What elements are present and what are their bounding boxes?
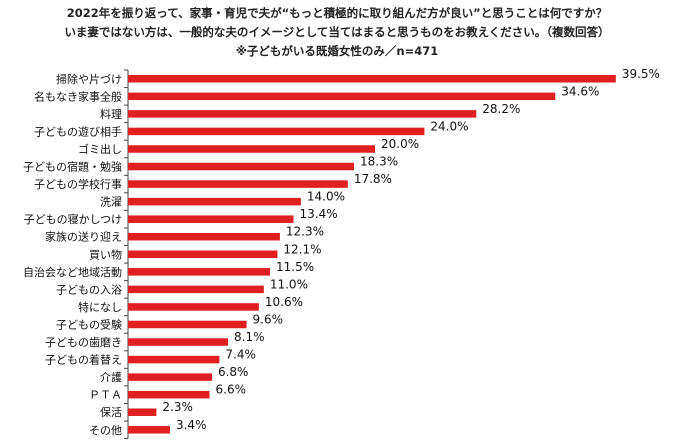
category-label: その他	[89, 424, 122, 437]
bar	[128, 127, 425, 136]
value-label: 14.0%	[307, 190, 345, 204]
bar	[128, 285, 264, 294]
category-label: 子どもの受験	[56, 317, 122, 331]
value-label: 12.1%	[283, 242, 321, 256]
value-label: 6.6%	[216, 383, 247, 397]
value-label: 24.0%	[430, 119, 468, 133]
value-label: 28.2%	[482, 102, 520, 116]
category-label: 洗濯	[100, 196, 122, 209]
value-label: 9.6%	[253, 312, 284, 326]
category-label: 子どもの学校行事	[34, 177, 122, 191]
value-label: 3.4%	[176, 418, 207, 432]
category-label: 家族の送り迎え	[45, 230, 122, 244]
bar	[128, 426, 170, 434]
value-label: 39.5%	[622, 67, 660, 81]
bar	[128, 197, 301, 206]
chart-titles: 2022年を振り返って、家事・育児で夫が“もっと積極的に取り組んだ方が良い”と思…	[0, 4, 674, 61]
value-label: 18.3%	[360, 155, 398, 169]
bar	[128, 320, 247, 329]
category-label: 子どもの寝かしつけ	[24, 212, 122, 226]
category-label: 子どもの入浴	[56, 283, 122, 296]
category-label: 料理	[100, 107, 122, 121]
chart-title-line1: 2022年を振り返って、家事・育児で夫が“もっと積極的に取り組んだ方が良い”と思…	[66, 6, 608, 20]
value-label: 13.4%	[299, 207, 337, 221]
value-label: 17.8%	[354, 172, 392, 186]
category-label: 名もなき家事全般	[34, 89, 122, 103]
category-label: 子どもの歯磨き	[45, 336, 122, 349]
value-label: 11.0%	[270, 277, 308, 291]
category-label: ゴミ出し	[78, 142, 122, 156]
value-label: 11.5%	[276, 260, 314, 274]
bar	[128, 268, 271, 276]
category-label: ＰＴＡ	[89, 389, 122, 402]
bar	[128, 75, 616, 83]
category-label: 子どもの宿題・勉強	[23, 160, 122, 174]
bar	[128, 215, 294, 223]
bar	[128, 390, 210, 399]
value-label: 34.6%	[561, 84, 599, 98]
category-label: 保活	[100, 405, 122, 419]
chart-title-line2: いま妻ではない方は、一般的な夫のイメージとして当てはまると思うものをお教えくださ…	[64, 25, 610, 39]
category-label: 特になし	[78, 300, 122, 314]
value-label: 8.1%	[234, 330, 265, 344]
bar	[128, 180, 348, 188]
bar	[128, 373, 212, 381]
value-label: 20.0%	[381, 137, 419, 151]
value-label: 7.4%	[225, 348, 256, 362]
bar	[128, 338, 229, 346]
value-label: 12.3%	[286, 225, 324, 239]
bar	[128, 110, 477, 118]
bar	[128, 408, 157, 416]
value-label: 6.8%	[218, 365, 249, 379]
bar	[128, 92, 556, 101]
bar	[128, 162, 355, 171]
bar	[128, 145, 375, 153]
bar	[128, 232, 280, 241]
category-label: 買い物	[89, 247, 122, 261]
bar	[128, 355, 220, 364]
bar	[128, 303, 259, 311]
value-label: 2.3%	[162, 400, 193, 414]
category-label: 掃除や片づけ	[56, 72, 122, 86]
category-label: 子どもの遊び相手	[34, 124, 122, 138]
chart-subtitle: ※子どもがいる既婚女性のみ／n=471	[235, 44, 439, 58]
bar	[128, 250, 278, 259]
category-label: 介護	[100, 370, 122, 384]
category-label: 自治会など地域活動	[23, 265, 122, 279]
value-label: 10.6%	[265, 295, 303, 309]
category-label: 子どもの着替え	[45, 353, 122, 367]
